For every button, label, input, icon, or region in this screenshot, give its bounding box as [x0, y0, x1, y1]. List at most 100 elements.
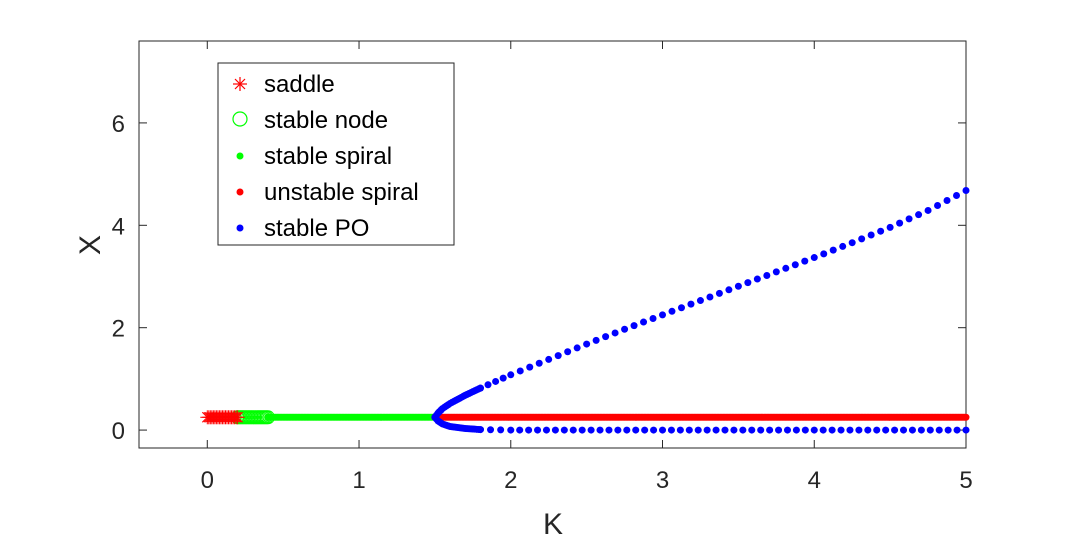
stable-po-point-lower	[792, 426, 800, 434]
stable-po-point-upper	[744, 279, 752, 287]
stable-po-point-upper	[896, 219, 904, 227]
y-tick-label: 2	[112, 316, 125, 343]
stable-po-point-lower	[578, 426, 586, 434]
stable-po-point-lower	[757, 426, 765, 434]
stable-po-point-upper	[810, 254, 818, 262]
stable-po-point-upper	[915, 211, 923, 219]
stable-po-point-lower	[712, 426, 720, 434]
stable-po-point-lower	[632, 426, 640, 434]
stable-po-point-upper	[715, 289, 723, 297]
stable-po-point-lower	[828, 426, 836, 434]
stable-po-point-upper	[668, 307, 676, 315]
saddle-point	[230, 410, 245, 425]
stable-po-point-lower	[819, 426, 827, 434]
stable-po-point-lower	[926, 426, 934, 434]
x-tick-label: 4	[808, 467, 821, 494]
stable-po-point-lower	[801, 426, 809, 434]
stable-po-point-lower	[560, 426, 568, 434]
unstable-spiral-point	[962, 413, 970, 421]
stable-po-point-upper	[953, 191, 961, 199]
legend-box	[217, 62, 455, 246]
stable-po-point-upper	[535, 359, 543, 367]
stable-po-point-upper	[791, 261, 799, 269]
stable-po-point-lower	[542, 426, 550, 434]
stable-po-point-upper	[640, 318, 648, 326]
stable-po-point-upper	[829, 246, 837, 254]
y-axis-label: X	[74, 235, 107, 255]
stable-po-point-upper	[492, 377, 500, 385]
y-tick-label: 0	[112, 418, 125, 445]
stable-po-point-upper	[630, 322, 638, 330]
stable-po-point-lower	[953, 426, 961, 434]
stable-po-point-upper	[659, 311, 667, 319]
stable-po-point-upper	[725, 286, 733, 294]
stable-po-point-upper	[839, 242, 847, 250]
stable-po-point-upper	[592, 336, 600, 344]
legend-marker-stable-node	[232, 111, 248, 127]
stable-po-point-lower	[587, 426, 595, 434]
stable-po-point-upper	[867, 231, 875, 239]
stable-po-point-lower	[882, 426, 890, 434]
stable-po-point-upper	[924, 206, 932, 214]
stable-po-point-upper	[611, 329, 619, 337]
stable-po-point-upper	[526, 363, 534, 371]
stable-po-point-lower	[525, 426, 533, 434]
stable-po-point-lower	[873, 426, 881, 434]
stable-po-point-upper	[753, 275, 761, 283]
stable-po-point-upper	[573, 344, 581, 352]
legend-label-stable-po: stable PO	[264, 215, 369, 242]
stable-po-point-lower	[694, 426, 702, 434]
stable-po-point-upper	[484, 381, 492, 389]
stable-po-point-upper	[649, 314, 657, 322]
legend-label-unstable-spiral: unstable spiral	[264, 179, 419, 206]
stable-po-point-lower	[569, 426, 577, 434]
x-axis-label: K	[543, 508, 563, 541]
stable-po-point-upper	[934, 201, 942, 209]
stable-node-point	[260, 410, 275, 425]
legend: saddle stable node stable spiral unstabl…	[217, 62, 455, 246]
stable-po-point-upper	[706, 293, 714, 301]
stable-po-point-upper	[782, 264, 790, 272]
stable-po-point-lower	[766, 426, 774, 434]
stable-po-point-upper	[507, 371, 515, 379]
stable-po-point-lower	[497, 426, 505, 434]
stable-po-point-upper	[772, 268, 780, 276]
stable-po-point-lower	[891, 426, 899, 434]
stable-po-point-lower	[748, 426, 756, 434]
stable-po-point-lower	[908, 426, 916, 434]
legend-marker-stable-spiral	[236, 152, 244, 160]
stable-po-point-upper	[545, 355, 553, 363]
stable-po-point-upper	[476, 384, 484, 392]
stable-po-point-upper	[877, 227, 885, 235]
stable-po-point-lower	[739, 426, 747, 434]
stable-po-point-lower	[516, 426, 524, 434]
stable-po-point-lower	[783, 426, 791, 434]
stable-po-point-lower	[730, 426, 738, 434]
stable-po-point-upper	[820, 250, 828, 258]
stable-po-point-lower	[855, 426, 863, 434]
stable-po-point-upper	[858, 235, 866, 243]
stable-po-point-upper	[763, 271, 771, 279]
stable-po-point-lower	[837, 426, 845, 434]
stable-po-point-lower	[676, 426, 684, 434]
x-tick-label: 3	[656, 467, 669, 494]
stable-po-point-lower	[614, 426, 622, 434]
stable-po-point-upper	[962, 186, 970, 194]
stable-po-point-lower	[962, 426, 970, 434]
stable-po-point-upper	[886, 223, 894, 231]
stable-po-point-upper	[583, 340, 591, 348]
stable-po-point-lower	[721, 426, 729, 434]
data-marks	[200, 186, 970, 434]
stable-po-point-lower	[775, 426, 783, 434]
stable-po-point-lower	[944, 426, 952, 434]
stable-po-point-lower	[810, 426, 818, 434]
stable-po-point-upper	[687, 300, 695, 308]
x-tick-label: 5	[959, 467, 972, 494]
stable-po-point-lower	[507, 426, 515, 434]
stable-po-point-lower	[476, 426, 484, 434]
stable-po-point-upper	[516, 367, 524, 375]
y-tick-label: 4	[112, 213, 125, 240]
stable-po-point-lower	[534, 426, 542, 434]
stable-po-point-lower	[935, 426, 943, 434]
stable-po-point-upper	[734, 282, 742, 290]
